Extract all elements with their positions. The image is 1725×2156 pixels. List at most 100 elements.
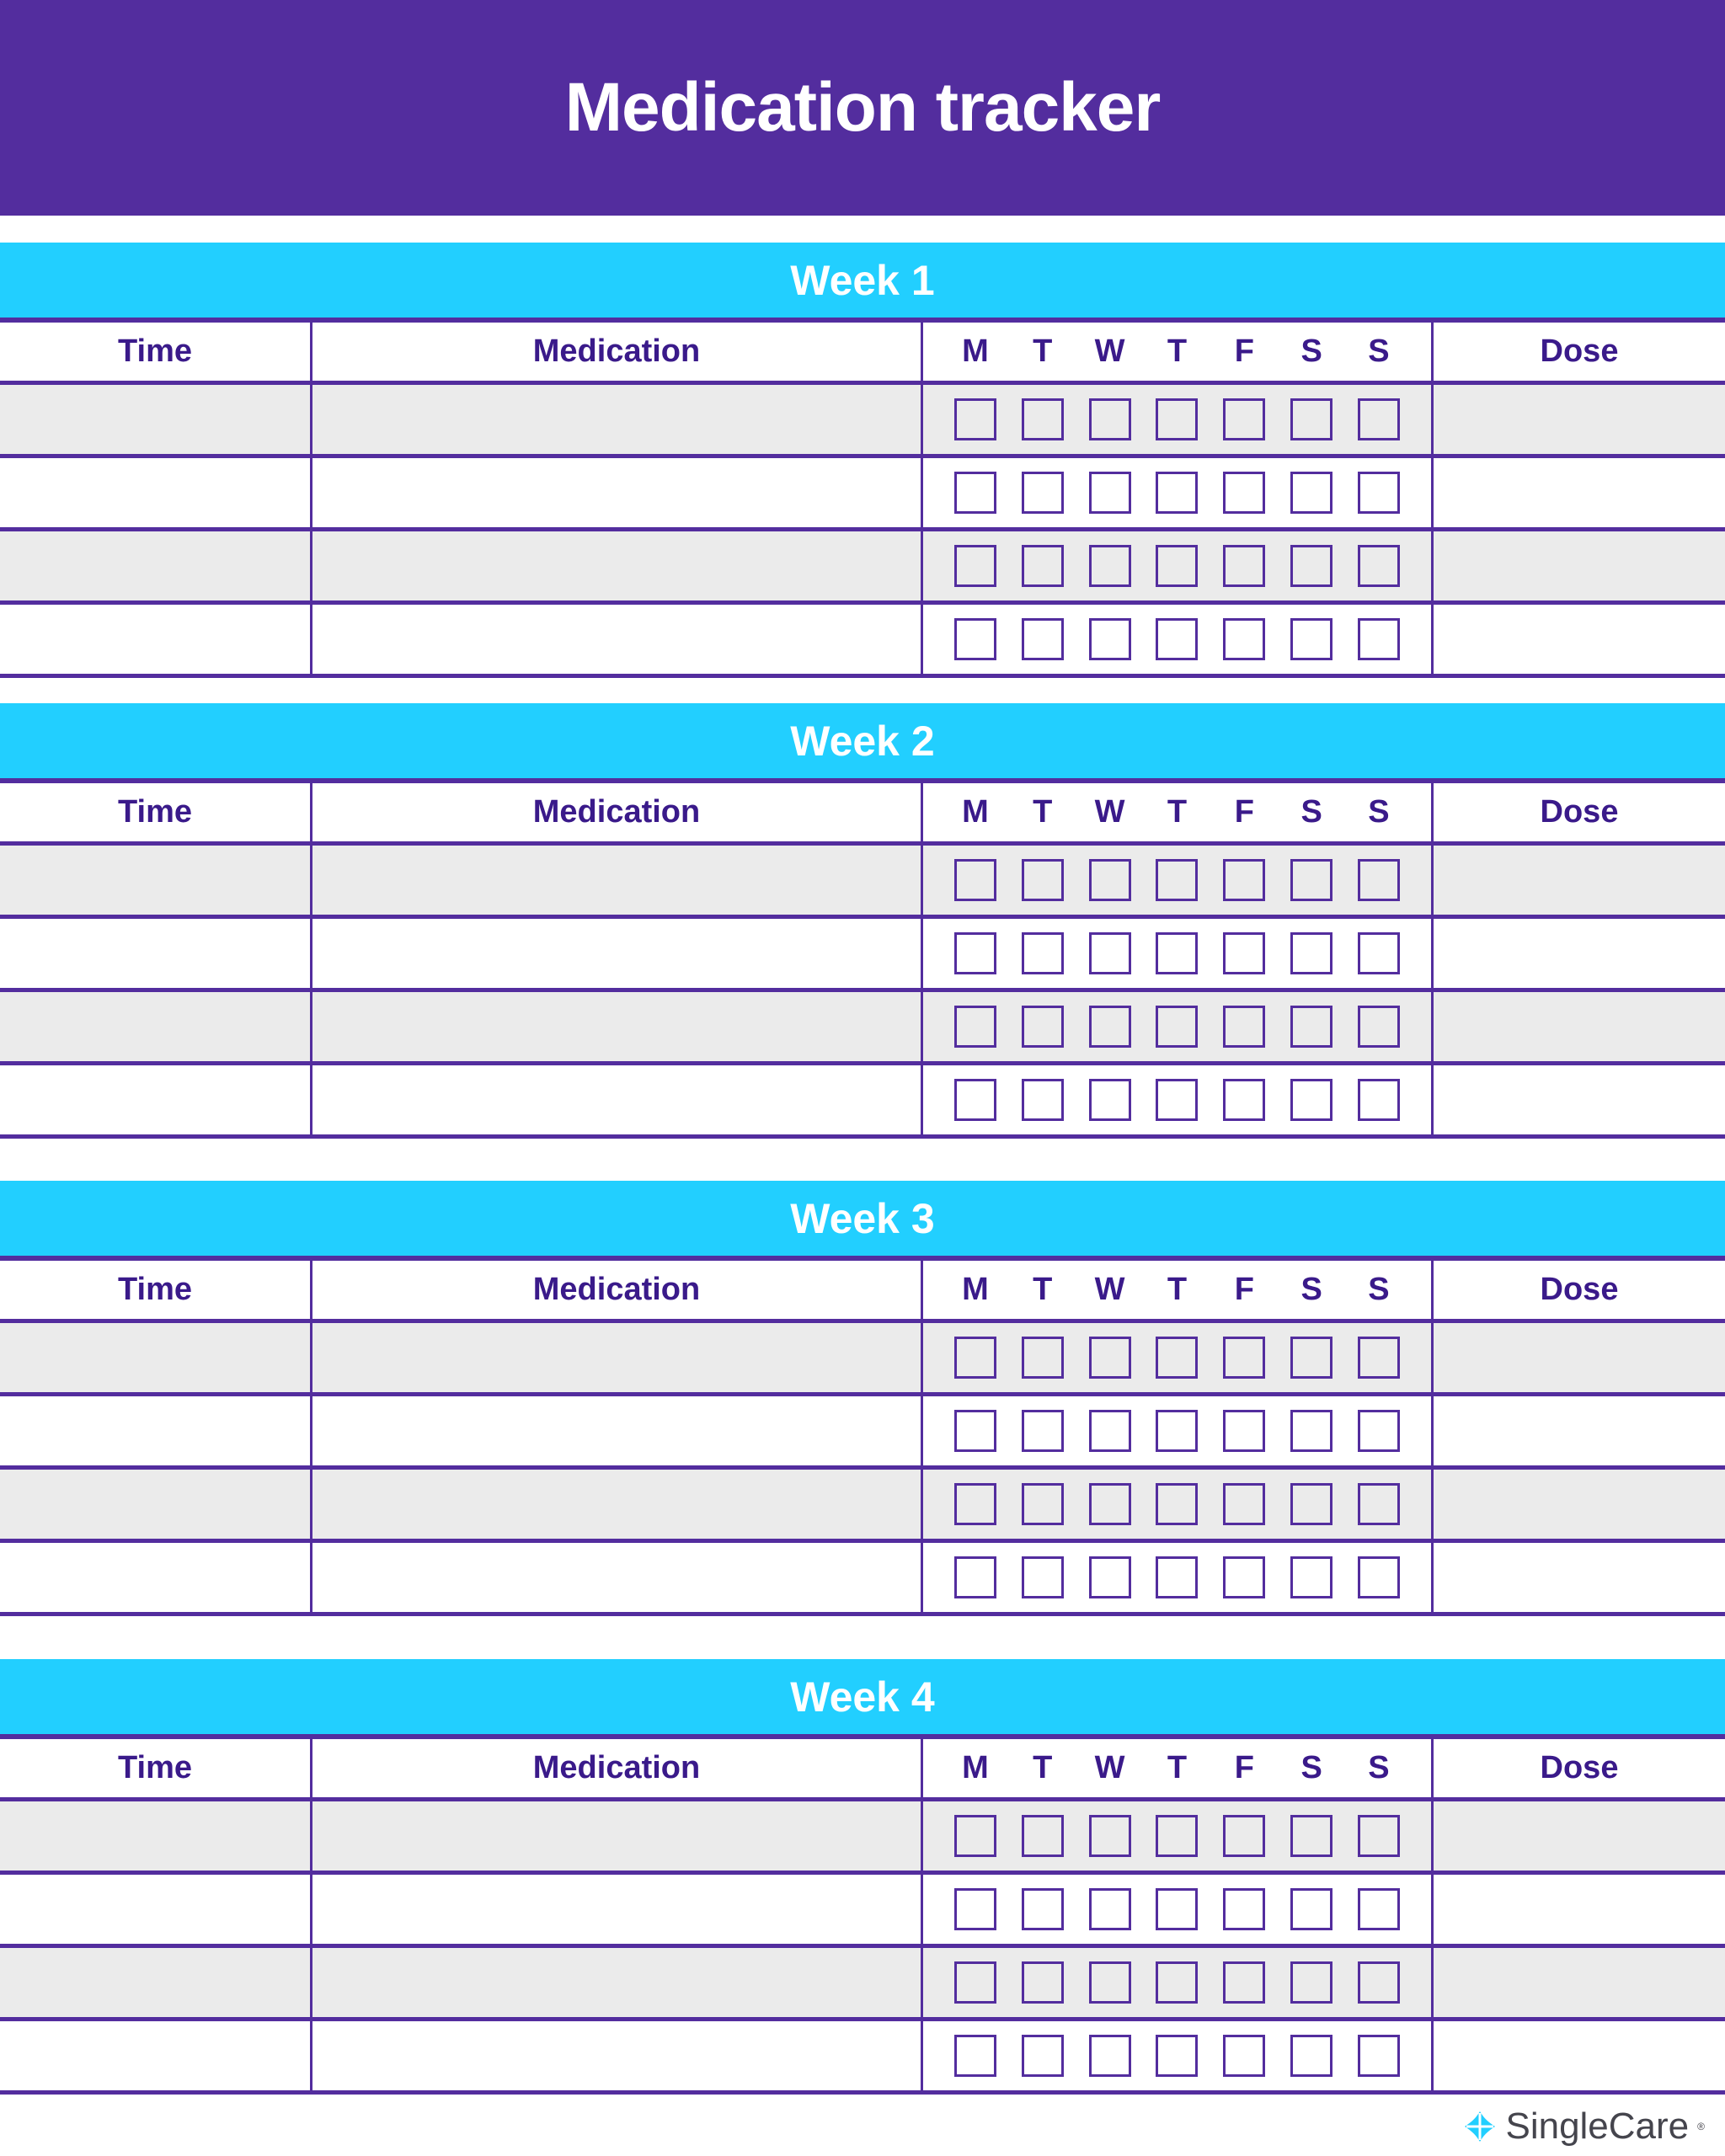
day-checkbox[interactable] xyxy=(1021,1006,1064,1048)
day-checkbox[interactable] xyxy=(1290,859,1333,901)
day-checkbox[interactable] xyxy=(1088,932,1131,974)
day-checkbox[interactable] xyxy=(1357,1410,1400,1452)
day-checkbox[interactable] xyxy=(1357,1556,1400,1598)
day-checkbox[interactable] xyxy=(1290,545,1333,587)
time-cell[interactable] xyxy=(0,458,312,527)
day-checkbox[interactable] xyxy=(1290,1961,1333,2004)
day-checkbox[interactable] xyxy=(1223,1961,1266,2004)
medication-cell[interactable] xyxy=(312,605,923,674)
day-checkbox[interactable] xyxy=(1357,398,1400,440)
medication-cell[interactable] xyxy=(312,919,923,988)
day-checkbox[interactable] xyxy=(1156,545,1199,587)
day-checkbox[interactable] xyxy=(1223,1006,1266,1048)
day-checkbox[interactable] xyxy=(1156,1483,1199,1525)
day-checkbox[interactable] xyxy=(1156,1556,1199,1598)
medication-cell[interactable] xyxy=(312,2021,923,2090)
medication-cell[interactable] xyxy=(312,1543,923,1612)
dose-cell[interactable] xyxy=(1434,1948,1725,2017)
time-cell[interactable] xyxy=(0,1396,312,1465)
day-checkbox[interactable] xyxy=(1357,1079,1400,1121)
time-cell[interactable] xyxy=(0,385,312,454)
medication-cell[interactable] xyxy=(312,1875,923,1944)
day-checkbox[interactable] xyxy=(1021,932,1064,974)
dose-cell[interactable] xyxy=(1434,1470,1725,1539)
day-checkbox[interactable] xyxy=(1223,1337,1266,1379)
day-checkbox[interactable] xyxy=(953,472,996,514)
time-cell[interactable] xyxy=(0,846,312,915)
day-checkbox[interactable] xyxy=(1290,398,1333,440)
medication-cell[interactable] xyxy=(312,385,923,454)
day-checkbox[interactable] xyxy=(1223,1410,1266,1452)
day-checkbox[interactable] xyxy=(1290,1888,1333,1930)
dose-cell[interactable] xyxy=(1434,2021,1725,2090)
day-checkbox[interactable] xyxy=(1088,2035,1131,2077)
medication-cell[interactable] xyxy=(312,1396,923,1465)
day-checkbox[interactable] xyxy=(1156,859,1199,901)
time-cell[interactable] xyxy=(0,2021,312,2090)
medication-cell[interactable] xyxy=(312,1801,923,1870)
time-cell[interactable] xyxy=(0,531,312,600)
day-checkbox[interactable] xyxy=(1088,1483,1131,1525)
day-checkbox[interactable] xyxy=(1223,1888,1266,1930)
day-checkbox[interactable] xyxy=(1156,1079,1199,1121)
day-checkbox[interactable] xyxy=(953,1483,996,1525)
time-cell[interactable] xyxy=(0,1801,312,1870)
day-checkbox[interactable] xyxy=(1088,472,1131,514)
day-checkbox[interactable] xyxy=(1156,2035,1199,2077)
dose-cell[interactable] xyxy=(1434,1801,1725,1870)
day-checkbox[interactable] xyxy=(1223,1079,1266,1121)
dose-cell[interactable] xyxy=(1434,846,1725,915)
day-checkbox[interactable] xyxy=(1357,2035,1400,2077)
day-checkbox[interactable] xyxy=(1290,1006,1333,1048)
day-checkbox[interactable] xyxy=(1021,398,1064,440)
time-cell[interactable] xyxy=(0,992,312,1061)
time-cell[interactable] xyxy=(0,919,312,988)
day-checkbox[interactable] xyxy=(953,1556,996,1598)
day-checkbox[interactable] xyxy=(1088,618,1131,660)
day-checkbox[interactable] xyxy=(1290,618,1333,660)
day-checkbox[interactable] xyxy=(1357,1961,1400,2004)
day-checkbox[interactable] xyxy=(1088,545,1131,587)
time-cell[interactable] xyxy=(0,1543,312,1612)
day-checkbox[interactable] xyxy=(953,859,996,901)
day-checkbox[interactable] xyxy=(1021,545,1064,587)
day-checkbox[interactable] xyxy=(1156,1815,1199,1857)
dose-cell[interactable] xyxy=(1434,1875,1725,1944)
day-checkbox[interactable] xyxy=(953,1410,996,1452)
day-checkbox[interactable] xyxy=(1156,1006,1199,1048)
day-checkbox[interactable] xyxy=(953,545,996,587)
day-checkbox[interactable] xyxy=(1088,1410,1131,1452)
day-checkbox[interactable] xyxy=(1021,1888,1064,1930)
day-checkbox[interactable] xyxy=(1021,1556,1064,1598)
time-cell[interactable] xyxy=(0,1065,312,1134)
day-checkbox[interactable] xyxy=(1223,545,1266,587)
day-checkbox[interactable] xyxy=(1223,932,1266,974)
day-checkbox[interactable] xyxy=(1156,1961,1199,2004)
day-checkbox[interactable] xyxy=(953,1337,996,1379)
time-cell[interactable] xyxy=(0,605,312,674)
day-checkbox[interactable] xyxy=(1357,1815,1400,1857)
day-checkbox[interactable] xyxy=(1088,859,1131,901)
day-checkbox[interactable] xyxy=(1290,1556,1333,1598)
day-checkbox[interactable] xyxy=(1156,1337,1199,1379)
day-checkbox[interactable] xyxy=(1088,1006,1131,1048)
day-checkbox[interactable] xyxy=(953,1815,996,1857)
day-checkbox[interactable] xyxy=(1357,1006,1400,1048)
day-checkbox[interactable] xyxy=(953,1888,996,1930)
day-checkbox[interactable] xyxy=(1357,1483,1400,1525)
day-checkbox[interactable] xyxy=(953,932,996,974)
day-checkbox[interactable] xyxy=(1357,545,1400,587)
day-checkbox[interactable] xyxy=(1357,618,1400,660)
day-checkbox[interactable] xyxy=(1156,1888,1199,1930)
day-checkbox[interactable] xyxy=(1357,1337,1400,1379)
day-checkbox[interactable] xyxy=(1156,398,1199,440)
day-checkbox[interactable] xyxy=(1021,1961,1064,2004)
day-checkbox[interactable] xyxy=(1021,1079,1064,1121)
day-checkbox[interactable] xyxy=(1088,1815,1131,1857)
day-checkbox[interactable] xyxy=(1088,1888,1131,1930)
medication-cell[interactable] xyxy=(312,1323,923,1392)
day-checkbox[interactable] xyxy=(953,1079,996,1121)
day-checkbox[interactable] xyxy=(1223,398,1266,440)
day-checkbox[interactable] xyxy=(1290,1079,1333,1121)
day-checkbox[interactable] xyxy=(953,2035,996,2077)
